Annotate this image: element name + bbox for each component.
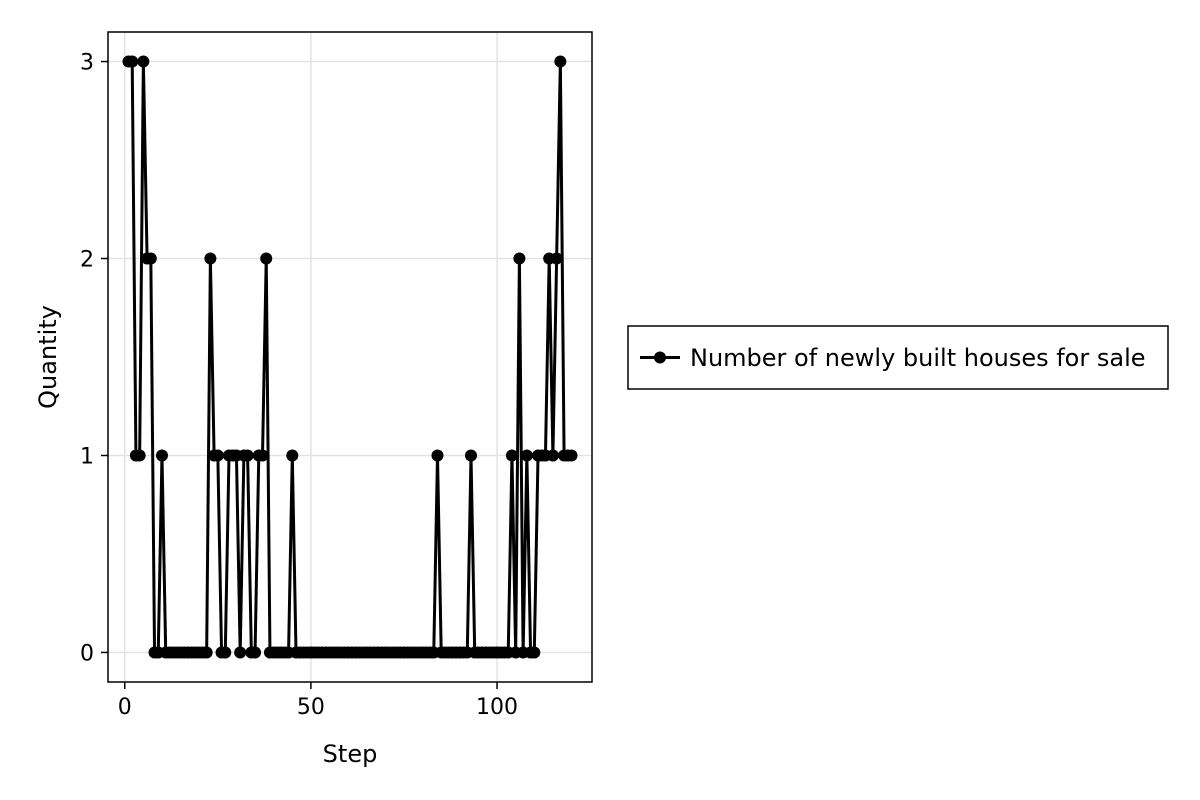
- data-point: [219, 646, 232, 659]
- data-point: [211, 449, 224, 462]
- legend-box: [627, 325, 1169, 390]
- data-point: [155, 449, 168, 462]
- data-point: [133, 449, 146, 462]
- data-point: [144, 252, 157, 265]
- legend: Number of newly built houses for sale: [627, 325, 1169, 390]
- data-point: [520, 449, 533, 462]
- plot-frame: [107, 31, 593, 683]
- data-point: [286, 449, 299, 462]
- data-point: [431, 449, 444, 462]
- x-tick-label: 50: [297, 695, 325, 720]
- x-tick-label: 0: [118, 695, 132, 720]
- y-tick-label: 3: [80, 51, 94, 76]
- data-point: [241, 449, 254, 462]
- data-point: [465, 449, 477, 462]
- x-tick-label: 100: [476, 695, 518, 720]
- data-point: [234, 646, 247, 659]
- data-point: [513, 252, 526, 265]
- y-tick-label: 0: [80, 641, 94, 666]
- data-point: [550, 252, 563, 265]
- axis-ticks: 0 50 100 0 1 2 3: [80, 51, 518, 720]
- data-point: [565, 449, 578, 462]
- legend-marker-swatch: [654, 351, 666, 364]
- data-point: [505, 449, 518, 462]
- x-axis-label: Step: [323, 740, 378, 768]
- data-point: [204, 252, 217, 265]
- data-point: [256, 449, 269, 462]
- y-axis-label: Quantity: [34, 305, 62, 409]
- data-point: [528, 646, 541, 659]
- y-tick-label: 1: [80, 444, 94, 469]
- data-point: [546, 449, 559, 462]
- y-tick-label: 2: [80, 248, 94, 273]
- series-layer: [122, 55, 578, 659]
- data-point: [137, 55, 150, 68]
- data-point: [554, 55, 567, 68]
- data-point: [260, 252, 273, 265]
- legend-entry-label: Number of newly built houses for sale: [690, 344, 1146, 372]
- data-point: [200, 646, 213, 659]
- data-point: [126, 55, 139, 68]
- data-point: [249, 646, 262, 659]
